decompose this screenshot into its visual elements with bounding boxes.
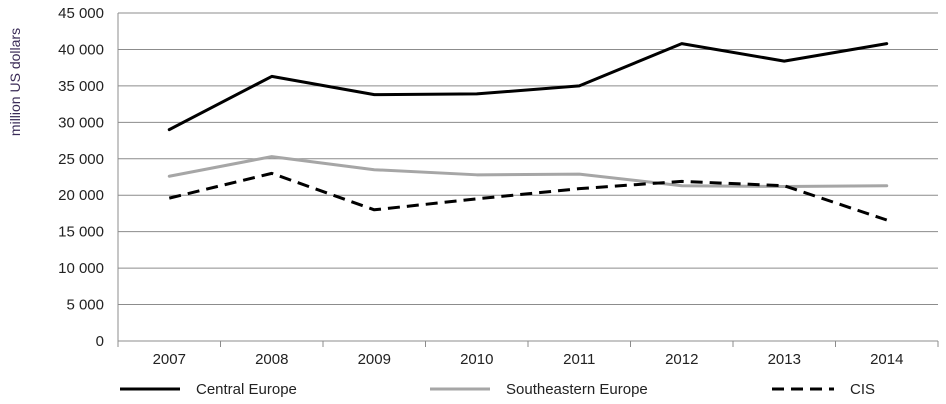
y-tick-label: 35 000 (58, 78, 104, 95)
x-tick-label: 2007 (153, 351, 186, 368)
x-tick-label: 2010 (460, 351, 493, 368)
legend-label: CIS (850, 381, 875, 398)
x-tick-label: 2008 (255, 351, 288, 368)
legend-label: Southeastern Europe (506, 381, 648, 398)
series-line (167, 42, 889, 132)
axes (117, 13, 939, 347)
x-tick-label: 2011 (563, 351, 595, 368)
legend: Central Europe Southeastern Europe CIS (120, 381, 875, 398)
y-tick-label: 10 000 (58, 260, 104, 277)
legend-label: Central Europe (196, 381, 297, 398)
y-tick-label: 30 000 (58, 114, 104, 131)
y-tick-label: 20 000 (58, 187, 104, 204)
y-tick-labels: 0 5 000 10 000 15 000 20 000 25 000 30 000 35 0… (58, 5, 104, 350)
y-tick-label: 25 000 (58, 151, 104, 168)
y-axis-title: million US dollars (7, 28, 23, 136)
x-tick-label: 2012 (665, 351, 698, 368)
y-tick-label: 40 000 (58, 41, 104, 58)
x-tick-label: 2014 (870, 351, 903, 368)
y-tick-label: 45 000 (58, 5, 104, 22)
x-tick-labels: 2007 2008 2009 2010 2011 2012 2013 2014 (153, 351, 904, 368)
series-line (167, 155, 889, 188)
series-line (168, 171, 888, 222)
y-tick-label: 0 (96, 333, 104, 350)
y-tick-label: 15 000 (58, 224, 104, 241)
series-lines (167, 42, 889, 222)
y-tick-label: 5 000 (66, 297, 104, 314)
x-tick-label: 2009 (358, 351, 391, 368)
x-tick-label: 2013 (768, 351, 801, 368)
